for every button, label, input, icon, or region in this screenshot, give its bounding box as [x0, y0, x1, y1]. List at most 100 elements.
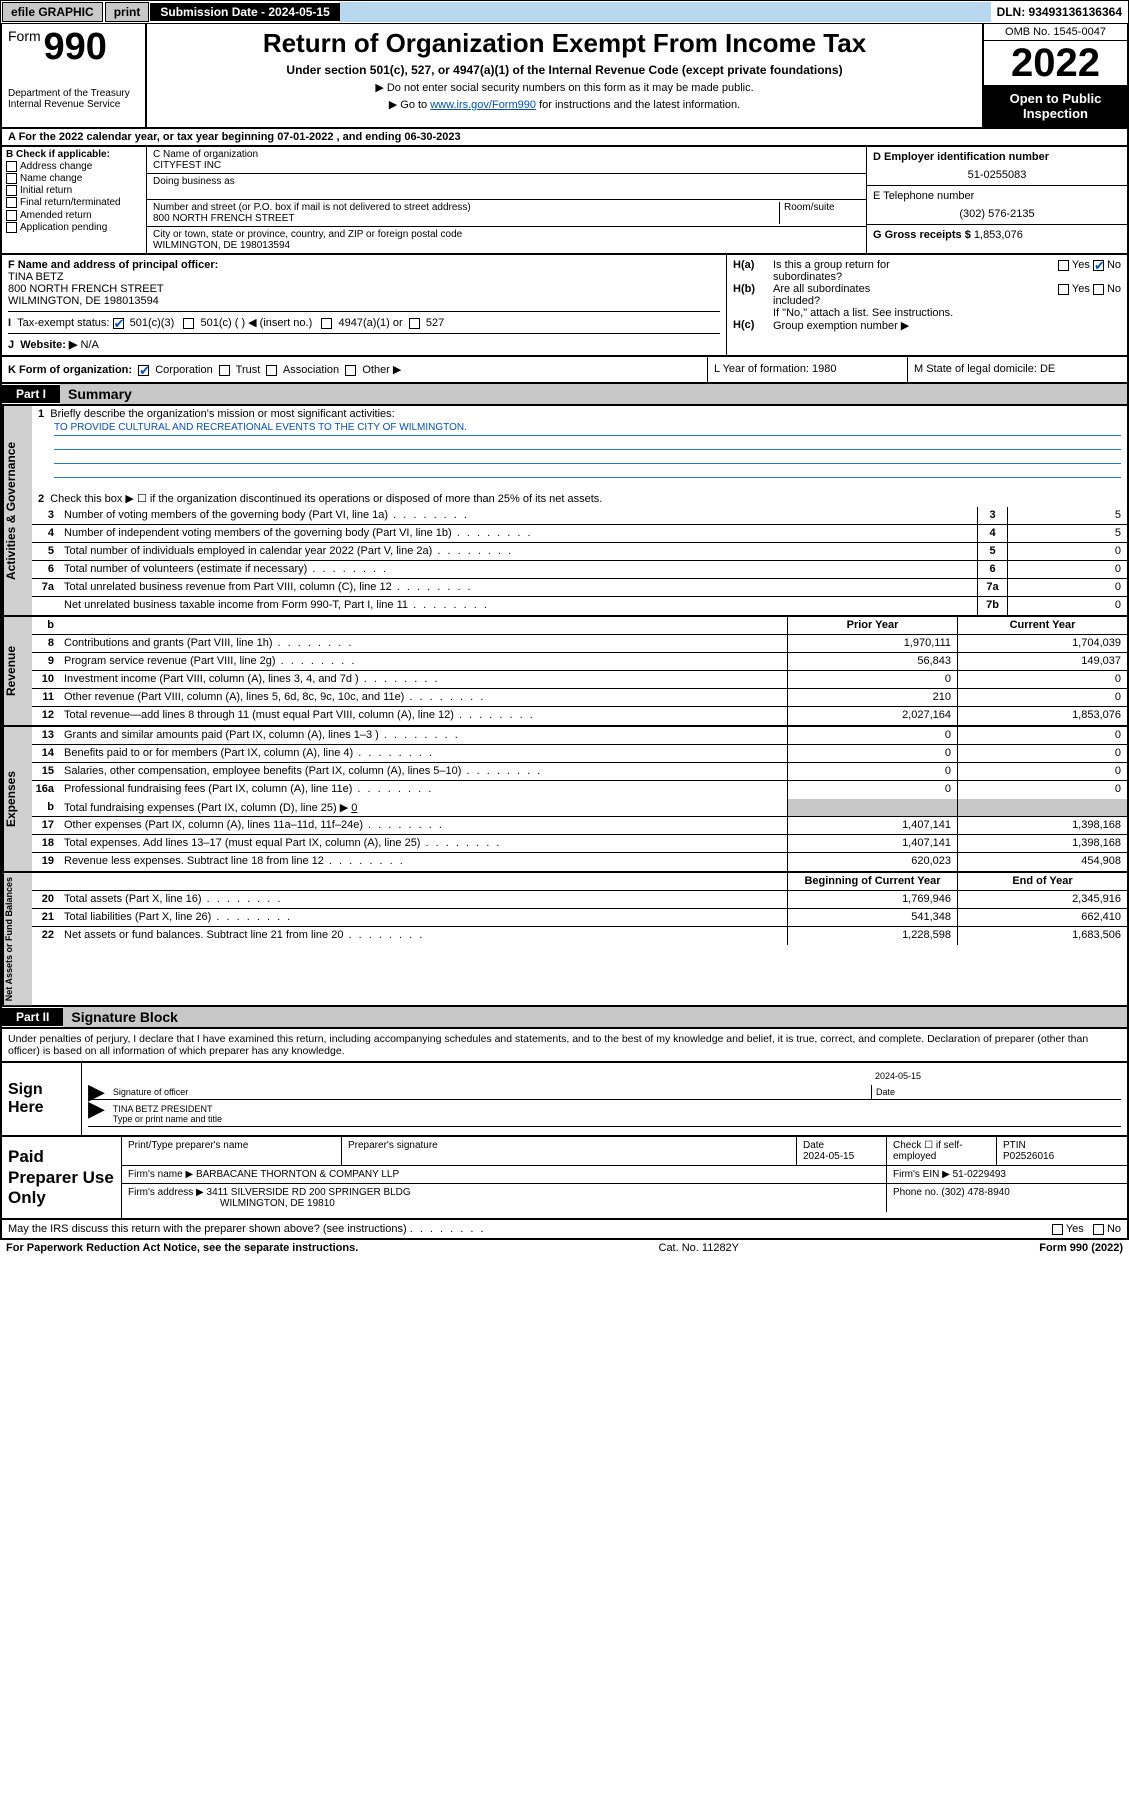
prep-hdr-1: Preparer's signature: [342, 1137, 797, 1165]
row-c-19: 454,908: [957, 853, 1127, 871]
row-t-19: Revenue less expenses. Subtract line 18 …: [60, 853, 787, 871]
discuss-no[interactable]: [1093, 1224, 1104, 1235]
chk-501c[interactable]: [183, 318, 194, 329]
row-c-18: 1,398,168: [957, 835, 1127, 852]
row-n-20: 20: [32, 891, 60, 908]
sig-date-label: Date: [871, 1085, 1121, 1099]
hc-label: H(c): [733, 319, 773, 332]
efile-button[interactable]: efile GRAPHIC: [2, 2, 103, 22]
firm-ein-label: Firm's EIN ▶: [893, 1169, 950, 1180]
discuss-no-label: No: [1107, 1223, 1121, 1235]
row-n-15: 15: [32, 763, 60, 780]
line-a: A For the 2022 calendar year, or tax yea…: [0, 129, 1129, 147]
ha-q2: subordinates?: [773, 271, 842, 283]
chk-b-0[interactable]: [6, 161, 17, 172]
l-year: L Year of formation: 1980: [707, 357, 907, 382]
firm-ein: 51-0229493: [953, 1169, 1006, 1180]
chk-k-0[interactable]: [138, 365, 149, 376]
row-t-21: Total liabilities (Part X, line 26): [60, 909, 787, 926]
gov-v-7a: 0: [1007, 579, 1127, 596]
row-p-14: 0: [787, 745, 957, 762]
gov-v-4: 5: [1007, 525, 1127, 542]
chk-k-1[interactable]: [219, 365, 230, 376]
part1-title: Summary: [60, 386, 132, 402]
chk-k-2[interactable]: [266, 365, 277, 376]
ssn-note: ▶ Do not enter social security numbers o…: [151, 81, 978, 94]
gov-t-3: Number of voting members of the governin…: [60, 507, 977, 524]
k-label: K Form of organization:: [8, 364, 132, 376]
discuss-yes[interactable]: [1052, 1224, 1063, 1235]
form-header: Form 990 Department of the Treasury Inte…: [0, 24, 1129, 129]
chk-4947[interactable]: [321, 318, 332, 329]
chk-527[interactable]: [409, 318, 420, 329]
row-t-15: Salaries, other compensation, employee b…: [60, 763, 787, 780]
firm-name-label: Firm's name ▶: [128, 1169, 193, 1180]
row-n-14: 14: [32, 745, 60, 762]
gov-bn-7a: 7a: [977, 579, 1007, 596]
row-t-11: Other revenue (Part VIII, column (A), li…: [60, 689, 787, 706]
sidebar-rev: Revenue: [2, 617, 32, 725]
f-addr2: WILMINGTON, DE 198013594: [8, 295, 720, 307]
row-t-10: Investment income (Part VIII, column (A)…: [60, 671, 787, 688]
irs-link[interactable]: www.irs.gov/Form990: [430, 99, 536, 111]
paperwork-notice: For Paperwork Reduction Act Notice, see …: [6, 1242, 358, 1254]
chk-b-4[interactable]: [6, 210, 17, 221]
row-c-13: 0: [957, 727, 1127, 744]
gov-bn-4: 4: [977, 525, 1007, 542]
chk-b-3[interactable]: [6, 197, 17, 208]
row-c-9: 149,037: [957, 653, 1127, 670]
summary-rev: Revenue b Prior Year Current Year 8 Cont…: [0, 617, 1129, 727]
summary-gov: Activities & Governance 1 Briefly descri…: [0, 406, 1129, 617]
row-p-11: 210: [787, 689, 957, 706]
col-h: H(a) Is this a group return for subordin…: [727, 255, 1127, 355]
row-p-9: 56,843: [787, 653, 957, 670]
ha-label: H(a): [733, 259, 773, 283]
form-ref: Form 990 (2022): [1039, 1242, 1123, 1254]
prep-date: 2024-05-15: [803, 1151, 854, 1162]
chk-b-1[interactable]: [6, 173, 17, 184]
f-name: TINA BETZ: [8, 271, 720, 283]
gross-value: 1,853,076: [974, 229, 1023, 241]
ha-no[interactable]: [1093, 260, 1104, 271]
chk-k-3[interactable]: [345, 365, 356, 376]
part1-label: Part I: [2, 385, 60, 403]
prep-hdr-0: Print/Type preparer's name: [122, 1137, 342, 1165]
city-value: WILMINGTON, DE 198013594: [153, 240, 860, 251]
gov-t-6: Total number of volunteers (estimate if …: [60, 561, 977, 578]
chk-b-2[interactable]: [6, 185, 17, 196]
col-prior-hdr: Prior Year: [787, 617, 957, 634]
prep-hdr-4: PTIN: [1003, 1140, 1026, 1151]
summary-na: Net Assets or Fund Balances Beginning of…: [0, 873, 1129, 1007]
gov-n-3: 3: [32, 507, 60, 524]
gov-n-7b: [32, 597, 60, 615]
row-p-21: 541,348: [787, 909, 957, 926]
ein-value: 51-0255083: [873, 169, 1121, 181]
gov-n-7a: 7a: [32, 579, 60, 596]
bottom-row: For Paperwork Reduction Act Notice, see …: [0, 1240, 1129, 1256]
part2-label: Part II: [2, 1008, 63, 1026]
hb-no[interactable]: [1093, 284, 1104, 295]
row-n-18: 18: [32, 835, 60, 852]
gov-t-5: Total number of individuals employed in …: [60, 543, 977, 560]
row-p-16a: 0: [787, 781, 957, 799]
row-c-8: 1,704,039: [957, 635, 1127, 652]
print-button[interactable]: print: [105, 2, 150, 22]
ha-yes[interactable]: [1058, 260, 1069, 271]
dept-label: Department of the Treasury: [8, 88, 139, 99]
row-t-8: Contributions and grants (Part VIII, lin…: [60, 635, 787, 652]
chk-b-label-0: Address change: [20, 161, 92, 172]
gov-v-3: 5: [1007, 507, 1127, 524]
chk-b-5[interactable]: [6, 222, 17, 233]
opt-4947: 4947(a)(1) or: [338, 317, 402, 329]
row-p-19: 620,023: [787, 853, 957, 871]
part2-title: Signature Block: [63, 1009, 178, 1025]
chk-501c3[interactable]: [113, 318, 124, 329]
row-n-12: 12: [32, 707, 60, 725]
phone-value: (302) 576-2135: [873, 208, 1121, 220]
no-label: No: [1107, 259, 1121, 271]
dln-label: DLN: 93493136136364: [991, 3, 1128, 21]
f-addr1: 800 NORTH FRENCH STREET: [8, 283, 720, 295]
phone-label: E Telephone number: [873, 190, 1121, 202]
hb-yes[interactable]: [1058, 284, 1069, 295]
row-n-16a: 16a: [32, 781, 60, 799]
